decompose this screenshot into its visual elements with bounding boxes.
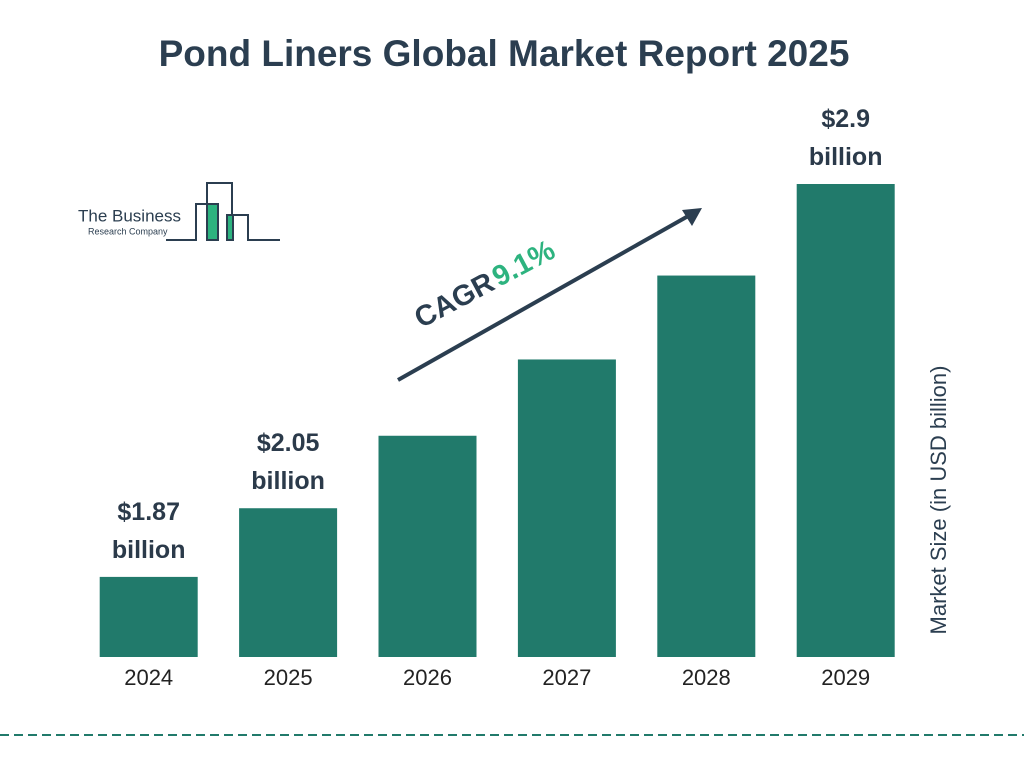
logo [166, 182, 280, 241]
logo-text: The Business [78, 206, 181, 225]
x-tick-label: 2027 [542, 665, 591, 690]
cagr-arrow [397, 213, 691, 382]
cagr-annotation: CAGR 9.1% [409, 234, 560, 335]
x-tick-label: 2028 [682, 665, 731, 690]
cagr-label: CAGR [409, 266, 499, 334]
x-tick-label: 2026 [403, 665, 452, 690]
bar [517, 359, 616, 657]
logo-subtext: Research Company [88, 226, 168, 236]
x-tick-label: 2025 [264, 665, 313, 690]
bar [657, 275, 756, 657]
x-tick-label: 2029 [821, 665, 870, 690]
value-label: $2.05 billion [251, 429, 325, 496]
cagr-arrowhead [682, 208, 702, 226]
bar [378, 435, 477, 657]
bar [99, 576, 198, 657]
bar [239, 508, 338, 657]
y-axis-label: Market Size (in USD billion) [926, 366, 951, 635]
value-label: $1.87 billion [111, 497, 186, 564]
chart-title: Pond Liners Global Market Report 2025 [159, 33, 850, 74]
value-label: $2.9 billion [808, 105, 883, 171]
x-tick-label: 2024 [124, 665, 173, 690]
bar [796, 184, 895, 657]
cagr-value: 9.1% [487, 234, 561, 293]
